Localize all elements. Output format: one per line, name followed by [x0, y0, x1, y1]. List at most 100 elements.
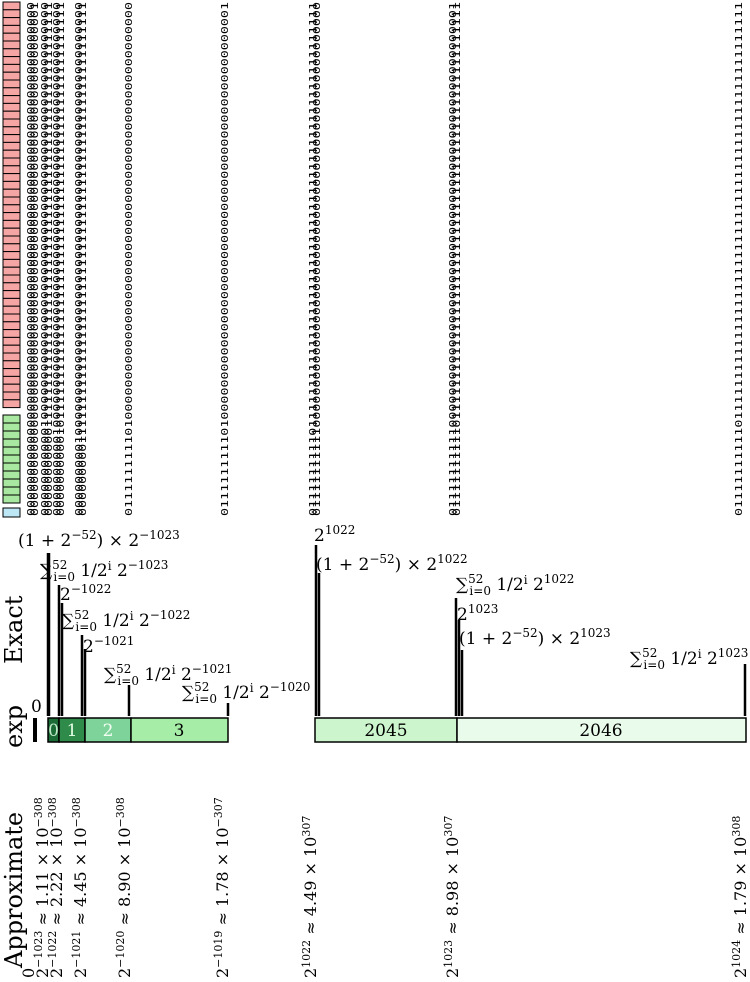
mantissa-bit-cell [2, 375, 21, 385]
approximate-label: 2−1023 ≈ 1.11 × 10−308 [32, 797, 52, 978]
mantissa-bit-cell [2, 368, 21, 377]
mantissa-bit-cell [2, 243, 21, 253]
bit-string-column: 0111111111100000000000000000000000000000… [448, 2, 459, 516]
bit-string-column: 0000000000000000000000000000000000000000… [30, 2, 41, 516]
exponent-bit-cell [2, 438, 21, 448]
bit-string-column: 0111111111010000000000000000000000000000… [220, 2, 231, 516]
mantissa-bit-cell [2, 1, 21, 11]
mantissa-bit-cell [2, 204, 21, 214]
mantissa-bit-cell [2, 266, 21, 276]
approximate-label: 21024 ≈ 1.79 × 10308 [730, 816, 750, 978]
mantissa-bit-cell [2, 71, 21, 81]
mantissa-bit-cell [2, 188, 21, 198]
row-label-approximate: Approximate [0, 812, 28, 969]
mantissa-bit-cell [2, 235, 21, 245]
exp-segment-bar: 0 1 2 3 2045 2046 [33, 717, 747, 743]
exp-segment-label-2045: 2045 [364, 721, 407, 741]
mantissa-bit-cell [2, 212, 21, 221]
exp-segment-label-2046: 2046 [579, 721, 622, 741]
exact-label-e13: ∑52 i=0 1/2i 21023 [630, 646, 748, 672]
approximate-label: 2−1020 ≈ 8.90 × 10−308 [114, 797, 134, 978]
mantissa-bit-cell [2, 258, 21, 268]
bit-string-column: 0000000000010000000000000000000000000000… [40, 2, 51, 516]
exact-label-e3: 2−1022 [60, 582, 111, 605]
mantissa-bit-cell [2, 40, 21, 50]
mantissa-bit-cell [2, 87, 21, 97]
exp-zero-marker [33, 718, 37, 742]
exponent-bit-cell [2, 454, 21, 464]
mantissa-bit-cell [2, 391, 21, 401]
exponent-bit-cell [2, 494, 21, 504]
exponent-bit-cell [2, 462, 21, 472]
exp-segment-2046 [456, 717, 747, 743]
mantissa-bit-cell [2, 134, 21, 143]
mantissa-bit-cell [2, 79, 21, 89]
mantissa-bit-cell [2, 274, 21, 284]
mantissa-bit-cell [2, 219, 21, 229]
bit-layout-legend [2, 1, 21, 518]
mantissa-bit-cell [2, 48, 21, 58]
exact-label-e8: 21022 [314, 523, 355, 546]
mantissa-bit-cell [2, 149, 21, 159]
bit-string-column: 0111111111011111111111111111111111111111… [308, 2, 319, 516]
bit-string-column: 0000000000011111111111111111111111111111… [44, 2, 55, 516]
mantissa-bit-cell [2, 352, 21, 362]
mantissa-bit-cell [2, 227, 21, 237]
mantissa-bit-cell [2, 173, 21, 182]
mantissa-bit-cell [2, 56, 21, 65]
exp-segment-3 [130, 717, 229, 743]
mantissa-bit-cell [2, 63, 21, 73]
mantissa-bit-cell [2, 360, 21, 370]
bit-string-column: 0000000000101111111111111111111111111111… [56, 2, 67, 516]
exp-segment-label-0: 0 [48, 721, 59, 741]
mantissa-bit-cell [2, 126, 21, 136]
mantissa-bit-cell [2, 102, 21, 112]
mantissa-bit-cell [2, 17, 21, 26]
exponent-bit-cell [2, 414, 21, 424]
mantissa-bit-cell [2, 165, 21, 175]
exact-label-e0: 0 [31, 697, 42, 717]
mantissa-bit-cell [2, 9, 21, 19]
bit-string-column: 0000000001000000000000000000000000000000… [74, 2, 85, 516]
exponent-bit-cell [2, 430, 21, 440]
mantissa-bit-cell [2, 24, 21, 34]
exact-label-e5: 2−1021 [83, 634, 134, 657]
mantissa-bits-box [2, 1, 21, 409]
exact-label-e2: ∑52 i=0 1/2i 2−1023 [40, 558, 168, 584]
exponent-bit-cell [2, 422, 21, 432]
mantissa-bit-cell [2, 32, 21, 42]
exponent-bit-cell [2, 446, 21, 456]
approximate-label: 0 [19, 968, 38, 978]
bit-string-column: 0000000000000000000000000000000000000000… [26, 2, 37, 516]
exp-segment-label-1: 1 [67, 721, 78, 741]
mantissa-bit-cell [2, 305, 21, 315]
approximate-label: 21023 ≈ 8.98 × 10307 [442, 816, 462, 978]
bit-string-column: 0111111111101111111111111111111111111111… [734, 2, 745, 516]
mantissa-bit-cell [2, 313, 21, 323]
mantissa-bit-cell [2, 399, 21, 409]
exact-label-e12: (1 + 2−52) × 21023 [459, 626, 611, 649]
mantissa-bit-cell [2, 196, 21, 206]
mantissa-bit-cell [2, 297, 21, 307]
exponent-bit-cell [2, 478, 21, 488]
bit-string-column: 0111111111101111111111111111111111111111… [452, 2, 463, 516]
bit-string-column: 0000000001111111111111111111111111111111… [78, 2, 89, 516]
mantissa-bit-cell [2, 118, 21, 128]
exact-label-e4: ∑52 i=0 1/2i 2−1022 [62, 608, 190, 634]
exact-label-e10: ∑52 i=0 1/2i 21022 [456, 572, 574, 598]
mantissa-bit-cell [2, 251, 21, 260]
exact-label-e9: (1 + 2−52) × 21022 [316, 552, 468, 575]
mantissa-bit-cell [2, 321, 21, 331]
sign-bit-box [2, 507, 21, 518]
approximate-label: 21022 ≈ 4.49 × 10307 [300, 816, 320, 978]
exact-values: 0 (1 + 2−52) × 2−1023 ∑52 i=0 1/2i 2−1023… [18, 523, 748, 717]
mantissa-bit-cell [2, 110, 21, 120]
approximate-label: 2−1019 ≈ 1.78 × 10−307 [212, 797, 232, 978]
mantissa-bit-cell [2, 157, 21, 167]
mantissa-bit-cell [2, 290, 21, 299]
exponent-bits-box [2, 414, 21, 504]
mantissa-bit-cell [2, 336, 21, 346]
exponent-bit-cell [2, 470, 21, 480]
bit-string-column: 0111111111100000000000000000000000000000… [312, 2, 323, 516]
